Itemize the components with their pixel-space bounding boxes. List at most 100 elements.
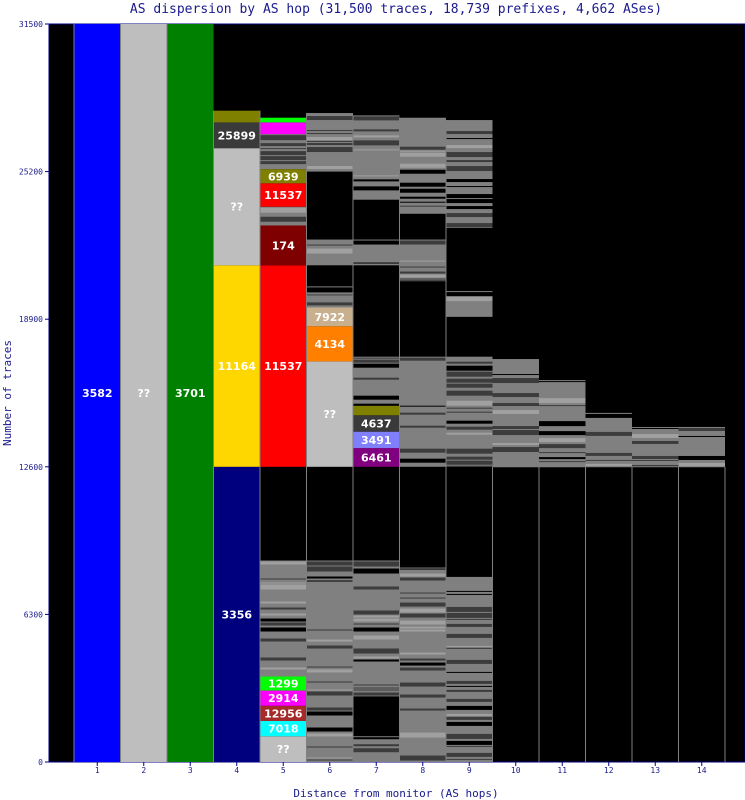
as-strip [399, 652, 446, 655]
as-strip [446, 689, 493, 692]
as-strip [632, 464, 679, 467]
as-strip [306, 147, 353, 153]
as-strip [399, 608, 446, 613]
as-strip [399, 266, 446, 268]
as-strip [260, 638, 307, 642]
as-strip [353, 363, 400, 368]
as-strip [306, 733, 353, 737]
as-strip [446, 752, 493, 757]
as-strip [353, 618, 400, 622]
as-strip [492, 393, 539, 398]
as-strip [399, 573, 446, 577]
as-strip [446, 361, 493, 364]
x-tick-label: 10 [511, 766, 521, 775]
as-strip [306, 746, 353, 748]
segment-label: 2914 [268, 692, 299, 705]
as-strip [353, 135, 400, 138]
as-strip [353, 359, 400, 363]
as-strip [353, 149, 400, 151]
as-strip [399, 626, 446, 629]
as-strip [399, 597, 446, 599]
as-strip [306, 166, 353, 170]
as-strip [399, 280, 446, 282]
as-strip [492, 447, 539, 453]
as-strip [306, 580, 353, 582]
as-strip [399, 205, 446, 207]
as-strip [353, 586, 400, 590]
as-strip [446, 590, 493, 592]
as-segment-7018 [260, 721, 307, 737]
as-strip [399, 694, 446, 698]
as-strip [492, 426, 539, 430]
as-strip [353, 395, 400, 400]
as-strip [585, 452, 632, 456]
as-strip [446, 460, 493, 465]
as-strip [353, 689, 400, 691]
as-strip [539, 405, 586, 407]
as-strip [353, 561, 400, 567]
as-strip [678, 462, 725, 467]
segment-label: 3491 [361, 434, 392, 447]
as-strip [446, 448, 493, 454]
x-tick-label: 11 [557, 766, 567, 775]
as-segment-11537 [260, 265, 307, 467]
bar-segment-layer [74, 24, 400, 762]
as-strip [399, 662, 446, 666]
as-strip [306, 302, 353, 306]
as-strip [353, 748, 400, 753]
as-strip [399, 458, 446, 463]
as-strip [306, 691, 353, 696]
y-tick-label: 31500 [19, 20, 43, 29]
as-strip [446, 131, 493, 135]
segment-label: ?? [137, 387, 150, 400]
as-strip [399, 629, 446, 632]
as-strip [446, 758, 493, 760]
as-strip [306, 561, 353, 566]
as-strip [353, 568, 400, 574]
as-strip [446, 199, 493, 204]
as-strip [260, 622, 307, 626]
as-segment-25899 [213, 122, 260, 149]
as-strip [399, 182, 446, 187]
as-strip [260, 657, 307, 661]
as-strip [399, 152, 446, 157]
as-strip [446, 378, 493, 383]
x-tick-label: 7 [374, 766, 379, 775]
as-strip [306, 759, 353, 761]
as-strip [446, 138, 493, 140]
as-strip [306, 711, 353, 716]
y-tick-label: 6300 [24, 610, 43, 619]
as-strip [632, 433, 679, 438]
as-strip [306, 244, 353, 246]
y-axis-title: Number of traces [1, 340, 14, 446]
segment-label: 4637 [361, 417, 392, 430]
as-strip [492, 443, 539, 446]
as-strip [539, 457, 586, 460]
as-strip [353, 627, 400, 632]
as-strip [399, 682, 446, 687]
as-strip [446, 297, 493, 302]
as-strip [260, 216, 307, 222]
as-strip [446, 623, 493, 627]
as-strip [492, 430, 539, 436]
as-strip [399, 150, 446, 152]
as-segment-unknownunknown [213, 148, 260, 266]
segment-label: 7018 [268, 723, 299, 736]
as-strip [539, 421, 586, 427]
as-strip [539, 461, 586, 463]
as-strip [446, 593, 493, 595]
as-strip [446, 223, 493, 228]
as-strip [585, 463, 632, 466]
as-strip [492, 378, 539, 384]
as-strip [399, 592, 446, 594]
x-axis-title: Distance from monitor (AS hops) [293, 787, 498, 800]
x-tick-label: 6 [327, 766, 332, 775]
segment-label: 3356 [221, 608, 252, 621]
as-strip [306, 294, 353, 296]
as-strip [353, 240, 400, 245]
as-strip [260, 618, 307, 622]
as-strip [353, 377, 400, 380]
as-strip [399, 274, 446, 278]
as-strip [260, 561, 307, 565]
as-strip [260, 578, 307, 580]
